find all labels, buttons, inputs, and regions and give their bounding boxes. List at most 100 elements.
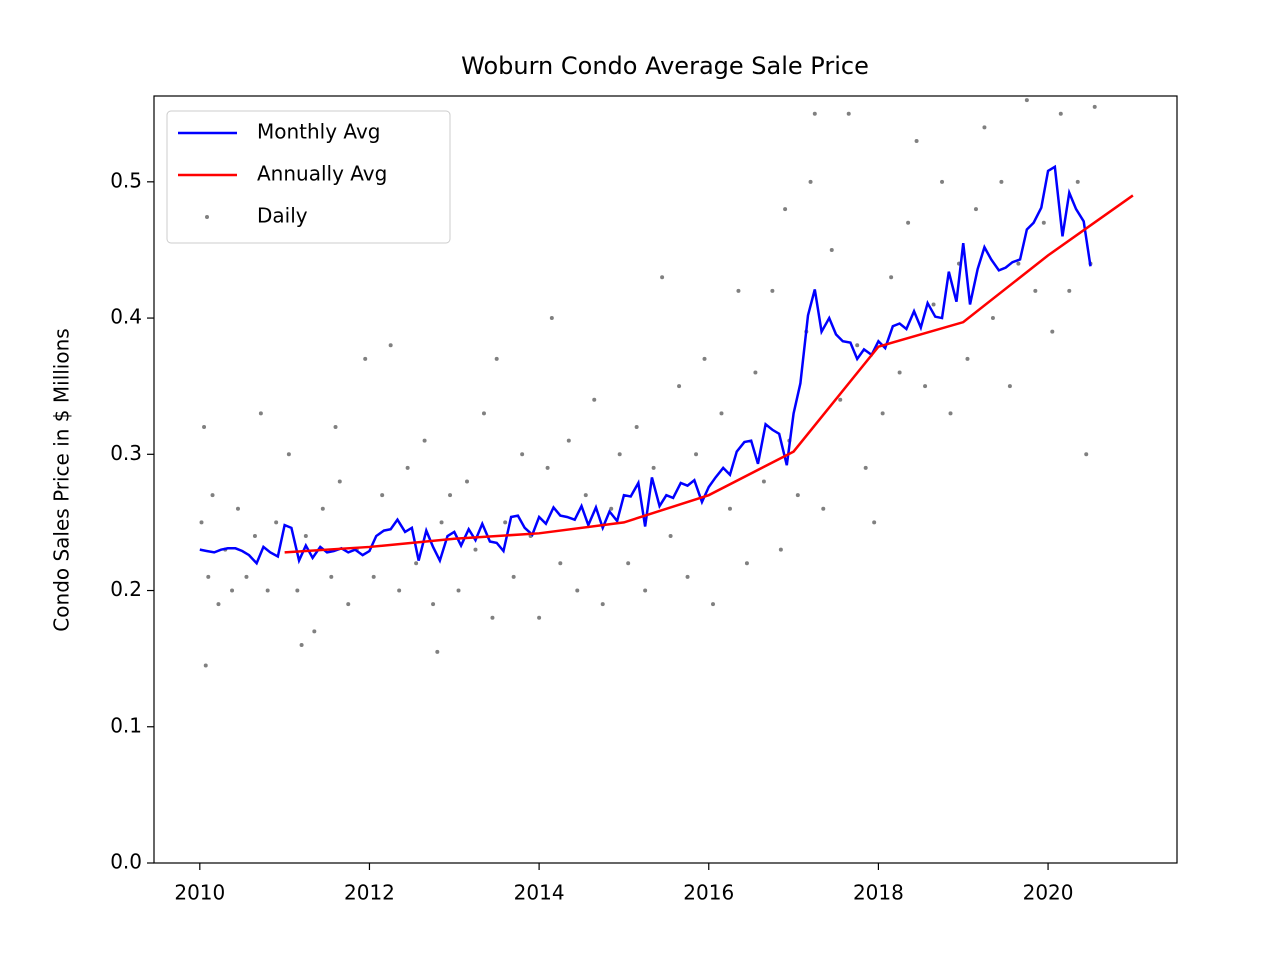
daily-point bbox=[1084, 452, 1089, 457]
daily-point bbox=[863, 465, 868, 470]
daily-point bbox=[1058, 111, 1063, 116]
x-tick-label: 2010 bbox=[174, 881, 225, 905]
daily-point bbox=[235, 506, 240, 511]
legend-label: Monthly Avg bbox=[257, 120, 380, 144]
daily-point bbox=[537, 615, 542, 620]
daily-point bbox=[838, 397, 843, 402]
daily-point bbox=[719, 411, 724, 416]
daily-point bbox=[643, 588, 648, 593]
daily-point bbox=[694, 452, 699, 457]
daily-point bbox=[999, 179, 1004, 184]
daily-point bbox=[677, 384, 682, 389]
daily-point bbox=[465, 479, 470, 484]
legend-label: Annually Avg bbox=[257, 162, 387, 186]
daily-point bbox=[1041, 220, 1046, 225]
daily-point bbox=[821, 506, 826, 511]
daily-point bbox=[1067, 288, 1072, 293]
legend-box bbox=[166, 110, 451, 244]
daily-point bbox=[397, 588, 402, 593]
daily-point bbox=[545, 465, 550, 470]
daily-point bbox=[592, 397, 597, 402]
chart-title: Woburn Condo Average Sale Price bbox=[461, 52, 869, 80]
daily-point bbox=[346, 602, 351, 607]
daily-point bbox=[1024, 98, 1029, 103]
y-tick-label: 0.4 bbox=[110, 305, 142, 329]
daily-point bbox=[914, 138, 919, 143]
daily-point bbox=[371, 574, 376, 579]
daily-point bbox=[778, 547, 783, 552]
daily-point bbox=[494, 356, 499, 361]
daily-point bbox=[333, 425, 338, 430]
daily-point bbox=[600, 602, 605, 607]
x-tick-label: 2012 bbox=[344, 881, 395, 905]
plot-frame bbox=[153, 95, 1178, 864]
legend-label: Daily bbox=[257, 204, 308, 228]
daily-point bbox=[566, 438, 571, 443]
daily-point bbox=[337, 479, 342, 484]
daily-point bbox=[473, 547, 478, 552]
daily-point bbox=[965, 356, 970, 361]
legend-marker bbox=[205, 215, 209, 219]
daily-point bbox=[702, 356, 707, 361]
daily-point bbox=[329, 574, 334, 579]
daily-point bbox=[872, 520, 877, 525]
daily-point bbox=[583, 493, 588, 498]
x-tick-label: 2018 bbox=[853, 881, 904, 905]
daily-point bbox=[503, 520, 508, 525]
daily-point bbox=[761, 479, 766, 484]
daily-point bbox=[609, 506, 614, 511]
daily-point bbox=[286, 452, 291, 457]
daily-point bbox=[982, 125, 987, 130]
daily-point bbox=[511, 574, 516, 579]
daily-point bbox=[906, 220, 911, 225]
daily-point bbox=[660, 275, 665, 280]
daily-point bbox=[481, 411, 486, 416]
daily-point bbox=[711, 602, 716, 607]
daily-point bbox=[414, 561, 419, 566]
daily-point bbox=[948, 411, 953, 416]
daily-point bbox=[626, 561, 631, 566]
daily-point bbox=[812, 111, 817, 116]
daily-point bbox=[880, 411, 885, 416]
x-tick-label: 2014 bbox=[514, 881, 565, 905]
daily-point bbox=[203, 663, 208, 668]
daily-point bbox=[380, 493, 385, 498]
daily-point bbox=[435, 649, 440, 654]
daily-point bbox=[1075, 179, 1080, 184]
x-tick-label: 2016 bbox=[683, 881, 734, 905]
daily-point bbox=[206, 574, 211, 579]
daily-point bbox=[651, 465, 656, 470]
daily-point bbox=[727, 506, 732, 511]
series-line bbox=[284, 194, 1134, 554]
daily-point bbox=[685, 574, 690, 579]
daily-point bbox=[216, 602, 221, 607]
daily-point bbox=[202, 425, 207, 430]
daily-point bbox=[770, 288, 775, 293]
daily-point bbox=[855, 343, 860, 348]
daily-point bbox=[456, 588, 461, 593]
daily-point bbox=[923, 384, 928, 389]
daily-point bbox=[808, 179, 813, 184]
daily-point bbox=[736, 288, 741, 293]
daily-point bbox=[295, 588, 300, 593]
daily-point bbox=[931, 302, 936, 307]
daily-point bbox=[1092, 104, 1097, 109]
daily-point bbox=[274, 520, 279, 525]
y-axis-label: Condo Sales Price in $ Millions bbox=[50, 328, 74, 631]
daily-point bbox=[265, 588, 270, 593]
daily-point bbox=[897, 370, 902, 375]
x-tick-label: 2020 bbox=[1023, 881, 1074, 905]
daily-point bbox=[1016, 261, 1021, 266]
daily-point bbox=[744, 561, 749, 566]
daily-point bbox=[388, 343, 393, 348]
daily-point bbox=[405, 465, 410, 470]
y-tick-label: 0.2 bbox=[110, 577, 142, 601]
daily-point bbox=[558, 561, 563, 566]
daily-point bbox=[1033, 288, 1038, 293]
daily-point bbox=[244, 574, 249, 579]
daily-point bbox=[363, 356, 368, 361]
daily-point bbox=[448, 493, 453, 498]
daily-point bbox=[990, 316, 995, 321]
